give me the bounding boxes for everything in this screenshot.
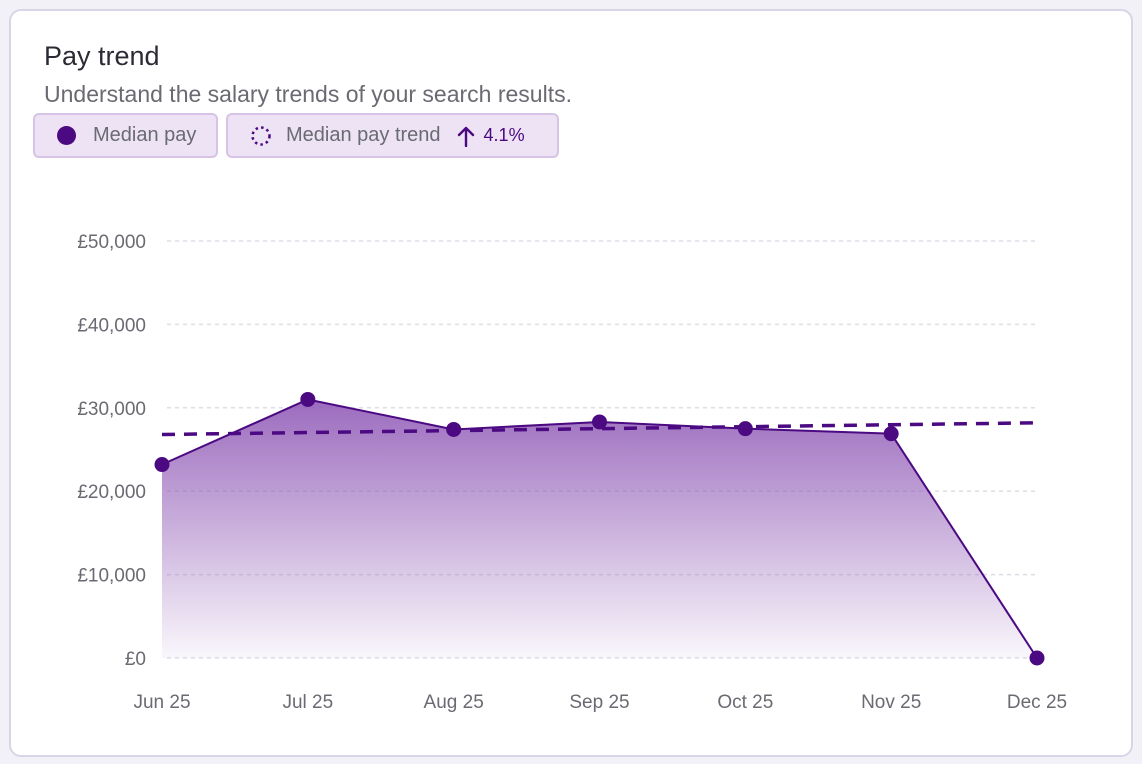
legend-median-pay-trend[interactable]: Median pay trend 4.1% (226, 113, 559, 158)
dotted-circle-icon (251, 125, 271, 146)
y-tick-label: £40,000 (77, 315, 146, 336)
x-tick-label: Nov 25 (861, 692, 921, 713)
y-tick-label: £20,000 (77, 482, 146, 503)
x-tick-label: Jul 25 (282, 692, 333, 713)
median-pay-area (162, 399, 1037, 658)
median-pay-point[interactable] (300, 391, 316, 407)
median-pay-point[interactable] (883, 426, 899, 442)
median-pay-point[interactable] (592, 414, 607, 430)
legend-trend-label: Median pay trend (286, 124, 441, 146)
arrow-up-icon (457, 126, 474, 147)
median-pay-point[interactable] (446, 421, 462, 437)
card-title: Pay trend (44, 41, 160, 71)
y-tick-label: £10,000 (77, 566, 146, 587)
filled-circle-icon (57, 126, 76, 145)
y-tick-label: £50,000 (77, 232, 146, 253)
median-pay-trend-line (161, 421, 1038, 437)
legend-median-pay-label: Median pay (93, 124, 197, 146)
median-pay-point[interactable] (1029, 650, 1045, 666)
median-pay-point[interactable] (154, 457, 170, 473)
trend-change-value: 4.1% (483, 125, 525, 145)
y-tick-label: £0 (125, 649, 146, 670)
x-tick-label: Dec 25 (1007, 692, 1067, 713)
x-tick-label: Oct 25 (717, 692, 773, 713)
legend-median-pay[interactable]: Median pay (33, 113, 218, 158)
card-subtitle: Understand the salary trends of your sea… (44, 81, 572, 107)
x-tick-label: Sep 25 (569, 692, 629, 713)
y-tick-label: £30,000 (77, 399, 146, 420)
x-tick-label: Aug 25 (424, 692, 484, 713)
x-tick-label: Jun 25 (133, 692, 190, 713)
median-pay-point[interactable] (737, 421, 753, 437)
